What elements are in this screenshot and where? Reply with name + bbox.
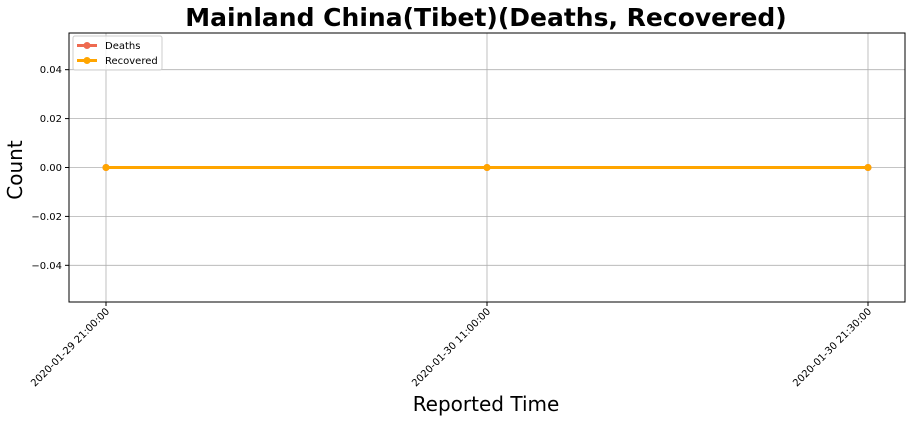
y-tick-label: 0.04 — [40, 65, 62, 76]
y-tick-label: −0.02 — [31, 212, 62, 223]
y-tick-label: 0.00 — [40, 163, 62, 174]
x-axis-ticks: 2020-01-29 21:00:00 2020-01-30 11:00:00 20… — [29, 302, 874, 389]
x-tick-label: 2020-01-29 21:00:00 — [29, 306, 112, 389]
data-point-recovered — [483, 164, 491, 171]
legend-label-recovered: Recovered — [105, 56, 158, 67]
legend-marker-recovered — [83, 57, 91, 64]
legend: Deaths Recovered — [72, 35, 163, 71]
data-point-recovered — [864, 164, 872, 171]
x-axis-label: Reported Time — [413, 392, 560, 416]
y-tick-label: 0.02 — [40, 114, 62, 125]
y-tick-label: −0.04 — [31, 261, 62, 272]
series-layer — [102, 164, 872, 171]
x-tick-label: 2020-01-30 21:30:00 — [791, 306, 874, 389]
legend-label-deaths: Deaths — [105, 41, 140, 52]
data-point-recovered — [102, 164, 110, 171]
y-axis-label: Count — [3, 140, 27, 200]
legend-marker-deaths — [83, 42, 91, 49]
chart-title: Mainland China(Tibet)(Deaths, Recovered) — [185, 3, 787, 32]
x-tick-label: 2020-01-30 11:00:00 — [410, 306, 493, 389]
y-axis-ticks: −0.04 −0.02 0.00 0.02 0.04 — [31, 65, 69, 272]
